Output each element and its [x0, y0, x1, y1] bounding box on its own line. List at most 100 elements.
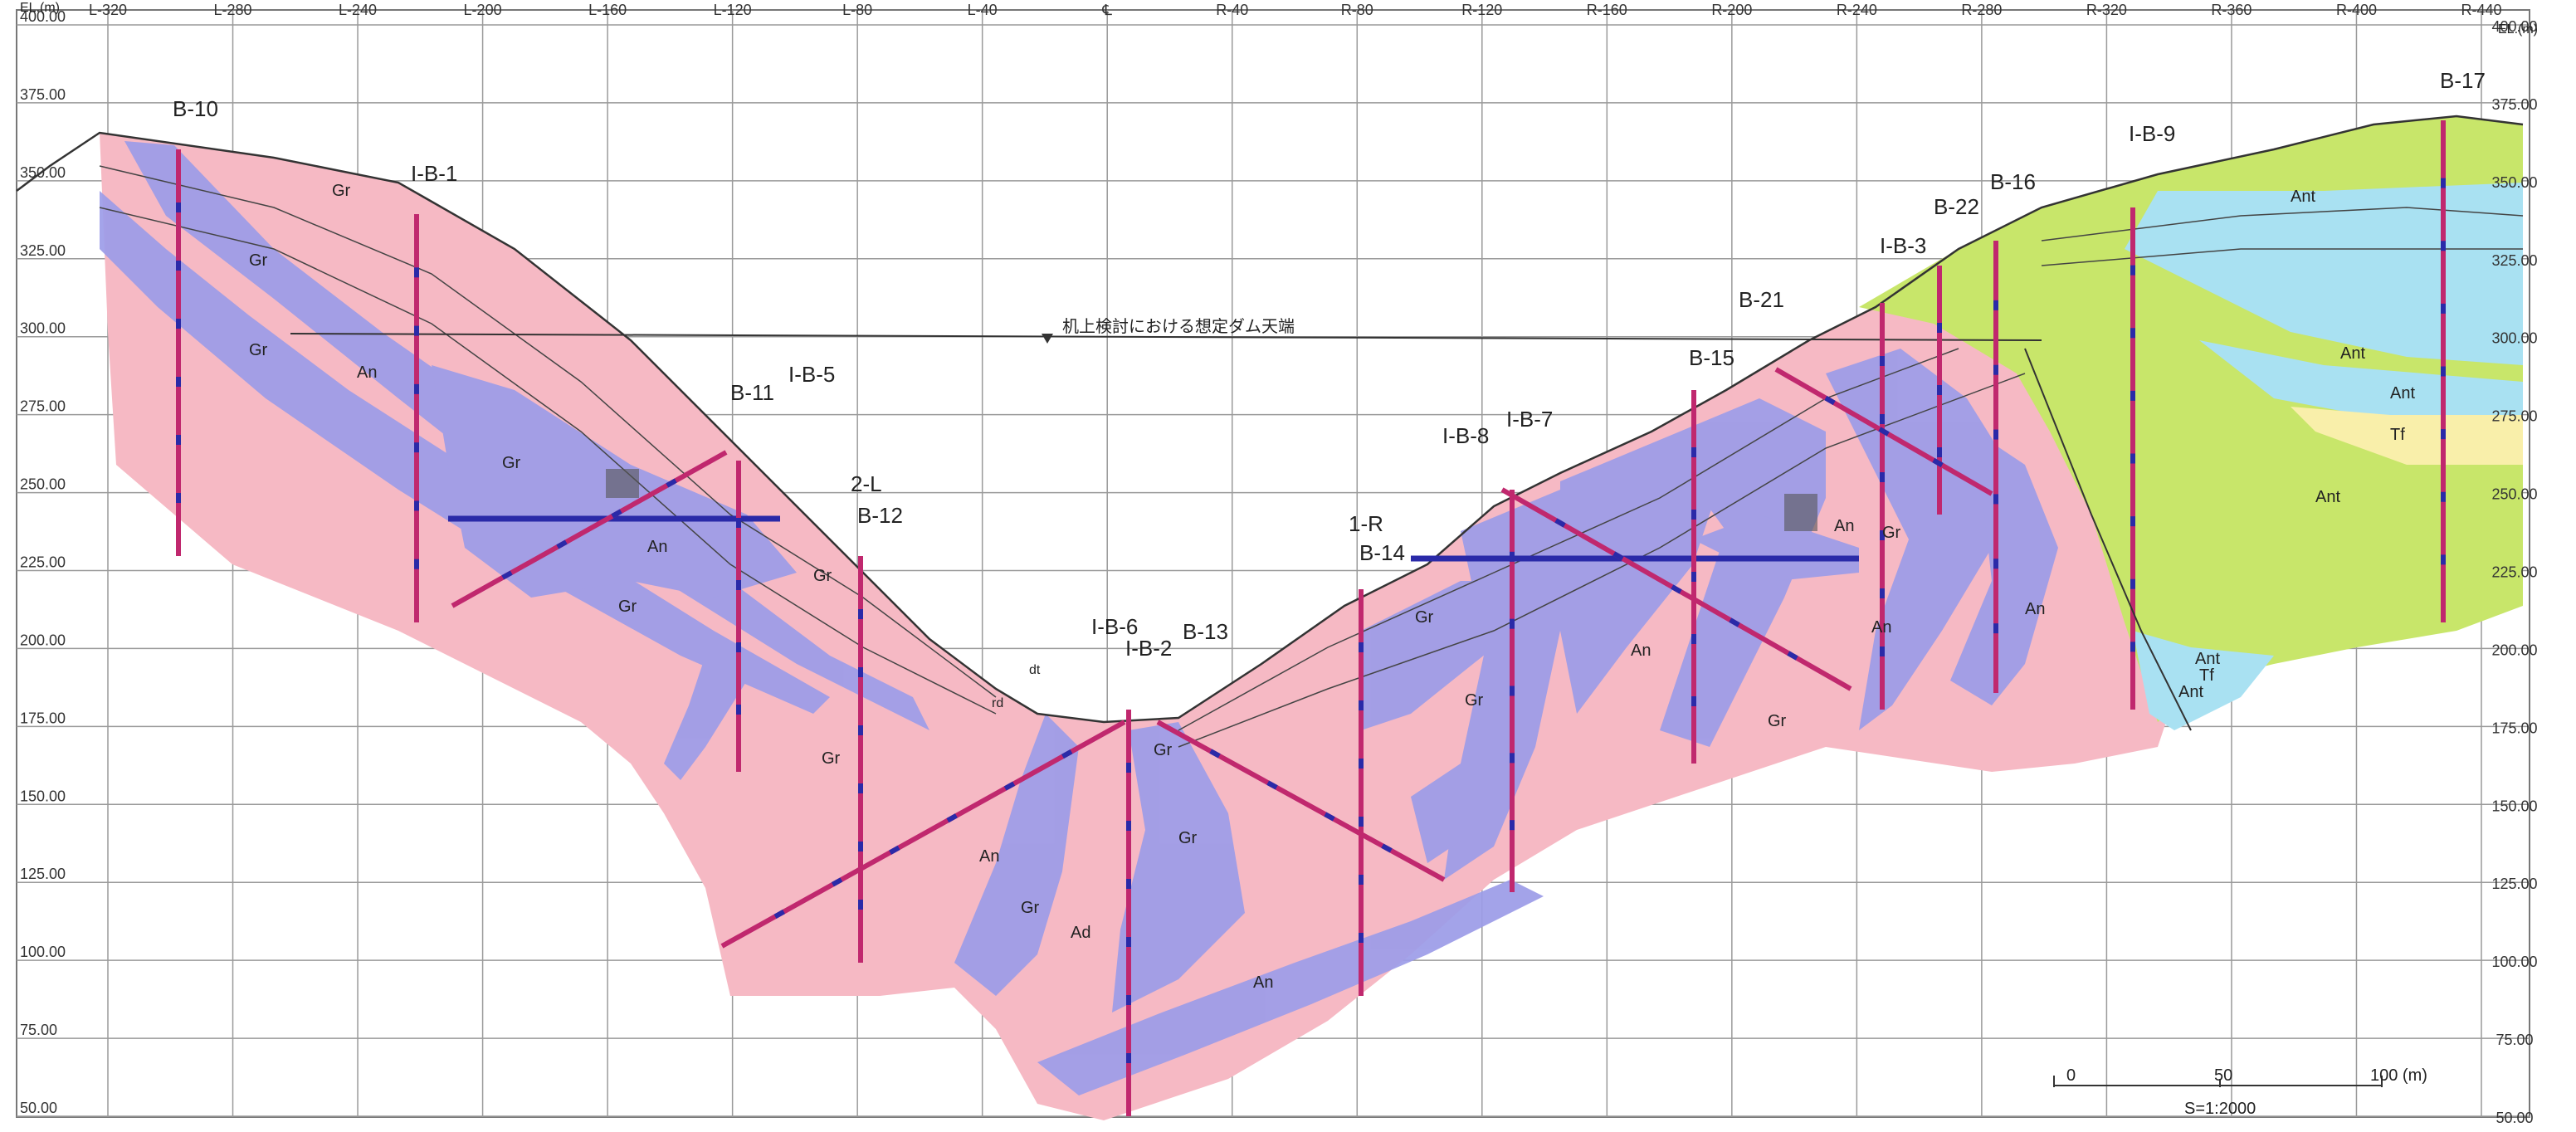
- borehole-marker: [666, 478, 677, 488]
- station-tick: R-280: [1961, 2, 2002, 18]
- borehole-label-ib2: I-B-2: [1125, 636, 1172, 661]
- fault-line: [2024, 348, 2192, 731]
- borehole-label-ib9: I-B-9: [2129, 121, 2175, 146]
- rock-label: Gr: [822, 749, 841, 768]
- station-tick: R-200: [1711, 2, 1752, 18]
- borehole-marker: [1324, 812, 1335, 822]
- ground-surface: [16, 115, 2524, 724]
- borehole-marker: [1824, 395, 1836, 406]
- rock-labels: Gr Gr Gr An Gr An Gr Gr Gr dt rd An Gr A…: [249, 182, 2415, 992]
- rock-label: An: [1631, 642, 1651, 660]
- elevation-tick-left: 225.00: [20, 554, 66, 571]
- station-tick: L-120: [714, 2, 752, 18]
- borehole-marker: [1612, 551, 1624, 561]
- rock-label: Ant: [2178, 683, 2203, 701]
- elevation-tick-right: 150.00: [2491, 798, 2537, 814]
- scale-tick-100: 100 (m): [2370, 1066, 2427, 1085]
- elevation-tick-right: 200.00: [2491, 642, 2537, 658]
- borehole-marker: [1878, 427, 1890, 437]
- axis-unit-right: EL.(m): [2498, 22, 2538, 37]
- rock-label: Gr: [1768, 712, 1787, 730]
- hatched-areas: [606, 469, 1817, 531]
- elevation-tick-left: 100.00: [20, 944, 66, 960]
- borehole-label-b12: B-12: [857, 503, 903, 528]
- elevation-tick-left: 125.00: [20, 866, 66, 882]
- elevation-tick-right: 350.00: [2491, 174, 2537, 191]
- rock-label: An: [647, 538, 667, 556]
- rock-label: rd: [992, 696, 1003, 710]
- borehole-label-b10: B-10: [173, 96, 218, 121]
- station-tick: R-240: [1837, 2, 1877, 18]
- station-tick: R-120: [1461, 2, 1502, 18]
- rock-label: Ant: [2291, 188, 2315, 206]
- elevation-tick-left: 400.00: [20, 8, 66, 25]
- borehole-label-b13: B-13: [1183, 619, 1228, 644]
- borehole-label-b21: B-21: [1739, 287, 1784, 312]
- scale-bar: 0 50 100 (m) S=1:2000: [2053, 1066, 2427, 1118]
- borehole-marker: [889, 845, 900, 855]
- rock-label: Gr: [813, 567, 832, 585]
- elevation-tick-right: 400.00: [2491, 18, 2537, 35]
- borehole-marker: [1932, 457, 1944, 468]
- scale-ratio: S=1:2000: [2184, 1100, 2256, 1118]
- borehole-label-b14: B-14: [1359, 540, 1405, 565]
- borehole-label-ib5: I-B-5: [788, 362, 835, 387]
- rock-label: Gr: [1021, 899, 1040, 917]
- rock-label: Gr: [1154, 741, 1173, 759]
- station-tick: L-40: [968, 2, 998, 18]
- elevation-tick-right: 225.00: [2491, 564, 2537, 581]
- borehole-marker: [556, 539, 568, 549]
- elevation-tick-right: 50.00: [2496, 1110, 2533, 1126]
- station-tick: L-80: [842, 2, 872, 18]
- borehole-label-b22: B-22: [1934, 194, 1979, 219]
- borehole-marker: [831, 877, 843, 887]
- elevation-ticks-left: 400.00 375.00 350.00 325.00 300.00 275.00 250.…: [20, 8, 66, 1116]
- rock-label: Gr: [249, 251, 268, 270]
- rock-label: Gr: [502, 454, 521, 472]
- borehole-label-b15: B-15: [1689, 345, 1734, 370]
- station-tick: L-160: [588, 2, 627, 18]
- rock-label: Ant: [2340, 344, 2365, 363]
- station-tick: ℄: [1101, 2, 1112, 18]
- rock-label: An: [1871, 618, 1891, 637]
- elevation-tick-left: 150.00: [20, 788, 66, 804]
- drawing-frame: [16, 9, 2530, 1118]
- elevation-tick-right: 375.00: [2491, 96, 2537, 113]
- granite-body: [100, 133, 2174, 1120]
- rock-label: Ant: [2195, 650, 2220, 668]
- borehole-label-ib6: I-B-6: [1091, 614, 1138, 639]
- station-tick: R-40: [1216, 2, 1248, 18]
- elevation-tick-right: 300.00: [2491, 330, 2537, 347]
- elevation-tick-right: 325.00: [2491, 252, 2537, 269]
- borehole-marker: [1266, 780, 1278, 790]
- borehole-marker: [1209, 749, 1221, 759]
- rock-label: dt: [1029, 663, 1041, 677]
- borehole-label-ib3: I-B-3: [1880, 233, 1926, 258]
- station-tick: R-400: [2336, 2, 2377, 18]
- scale-tick-0: 0: [2066, 1066, 2076, 1085]
- borehole-label-ib7: I-B-7: [1506, 407, 1553, 432]
- rock-label: Gr: [1882, 524, 1901, 542]
- borehole-marker: [611, 509, 622, 519]
- station-tick: L-320: [89, 2, 127, 18]
- elevation-tick-left: 175.00: [20, 710, 66, 726]
- borehole-marker: [1003, 781, 1016, 791]
- rock-label: Gr: [249, 341, 268, 359]
- station-ticks: L-320 L-280 L-240 L-200 L-160 L-120 L-80 L-40 ℄ R…: [89, 2, 2502, 18]
- rock-label: An: [979, 847, 999, 866]
- scale-tick-50: 50: [2214, 1066, 2232, 1085]
- rock-label: Tf: [2199, 666, 2214, 685]
- borehole-label-1r: 1-R: [1349, 511, 1383, 536]
- elevation-tick-left: 350.00: [20, 164, 66, 181]
- rock-label: Gr: [1415, 608, 1434, 627]
- station-tick: L-280: [214, 2, 252, 18]
- rock-label: An: [357, 364, 377, 382]
- borehole-marker: [1671, 584, 1682, 594]
- borehole-marker: [1787, 651, 1798, 661]
- station-tick: R-320: [2086, 2, 2127, 18]
- station-tick: R-440: [2461, 2, 2501, 18]
- station-tick: L-200: [464, 2, 502, 18]
- rock-label: Gr: [1465, 691, 1484, 710]
- borehole-label-b17: B-17: [2440, 68, 2486, 93]
